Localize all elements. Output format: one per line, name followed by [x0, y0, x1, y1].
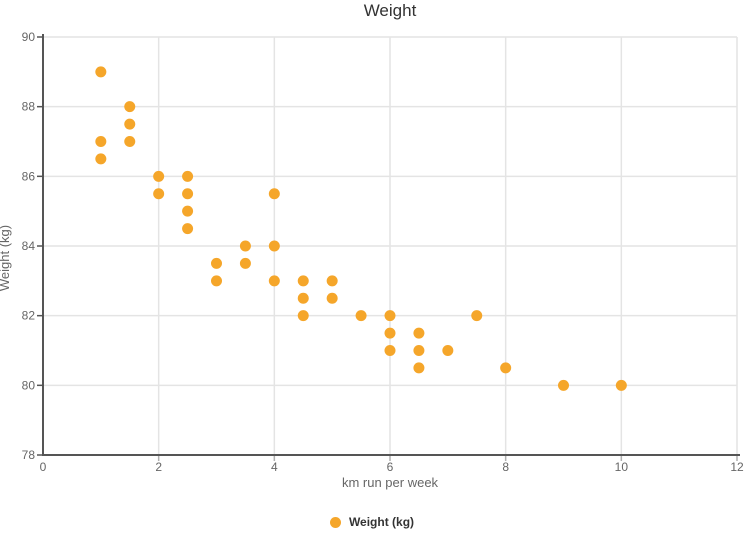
scatter-point — [95, 136, 107, 147]
scatter-point — [500, 362, 512, 374]
scatter-point — [268, 188, 280, 200]
scatter-point — [413, 362, 425, 374]
scatter-point — [95, 153, 107, 165]
scatter-point — [326, 275, 338, 287]
scatter-point — [239, 240, 251, 252]
scatter-point — [211, 257, 222, 269]
y-tick-label: 78 — [22, 448, 36, 462]
x-tick-label: 6 — [387, 460, 394, 474]
scatter-point — [182, 170, 194, 182]
scatter-point — [182, 205, 194, 217]
scatter-point — [615, 379, 627, 391]
scatter-point — [297, 292, 309, 304]
scatter-point — [182, 223, 194, 235]
scatter-point — [268, 240, 280, 252]
legend-label: Weight (kg) — [348, 515, 415, 529]
scatter-point — [355, 310, 367, 322]
scatter-point — [182, 188, 194, 200]
x-axis-title: km run per week — [342, 475, 439, 490]
scatter-point — [153, 188, 165, 200]
legend: Weight (kg) — [0, 515, 744, 529]
y-tick-label: 84 — [22, 239, 36, 253]
x-tick-label: 8 — [502, 460, 509, 474]
y-tick-label: 86 — [22, 169, 36, 183]
y-axis-title: Weight (kg) — [0, 225, 12, 291]
scatter-point — [153, 170, 165, 182]
scatter-point — [442, 345, 454, 356]
scatter-point — [384, 327, 396, 339]
x-tick-label: 4 — [271, 460, 278, 474]
x-tick-label: 12 — [730, 460, 744, 474]
scatter-point — [268, 275, 280, 287]
x-tick-label: 2 — [155, 460, 162, 474]
y-tick-label: 80 — [22, 378, 36, 392]
legend-item-weight[interactable]: Weight (kg) — [329, 515, 415, 529]
y-tick-label: 90 — [22, 30, 36, 44]
scatter-point — [558, 379, 569, 391]
chart-title: Weight — [363, 1, 417, 20]
scatter-point — [384, 345, 396, 356]
scatter-point — [297, 275, 309, 287]
scatter-point — [239, 257, 251, 269]
y-tick-label: 82 — [22, 309, 36, 323]
scatter-point — [471, 310, 483, 322]
scatter-point — [124, 118, 136, 130]
scatter-point — [326, 292, 338, 304]
legend-marker-icon — [329, 516, 341, 528]
scatter-point — [124, 136, 136, 147]
scatter-point — [211, 275, 222, 287]
x-tick-label: 0 — [40, 460, 47, 474]
scatter-point — [384, 310, 396, 322]
scatter-point — [95, 66, 107, 78]
scatter-point — [297, 310, 309, 322]
plot-area: 78 80 82 84 86 88 90 0 2 4 6 8 10 12 km run per week We… — [0, 30, 744, 490]
scatter-point — [124, 101, 136, 113]
x-tick-label: 10 — [615, 460, 629, 474]
scatter-point — [413, 345, 425, 356]
y-tick-label: 88 — [22, 100, 36, 114]
scatter-point — [413, 327, 425, 339]
